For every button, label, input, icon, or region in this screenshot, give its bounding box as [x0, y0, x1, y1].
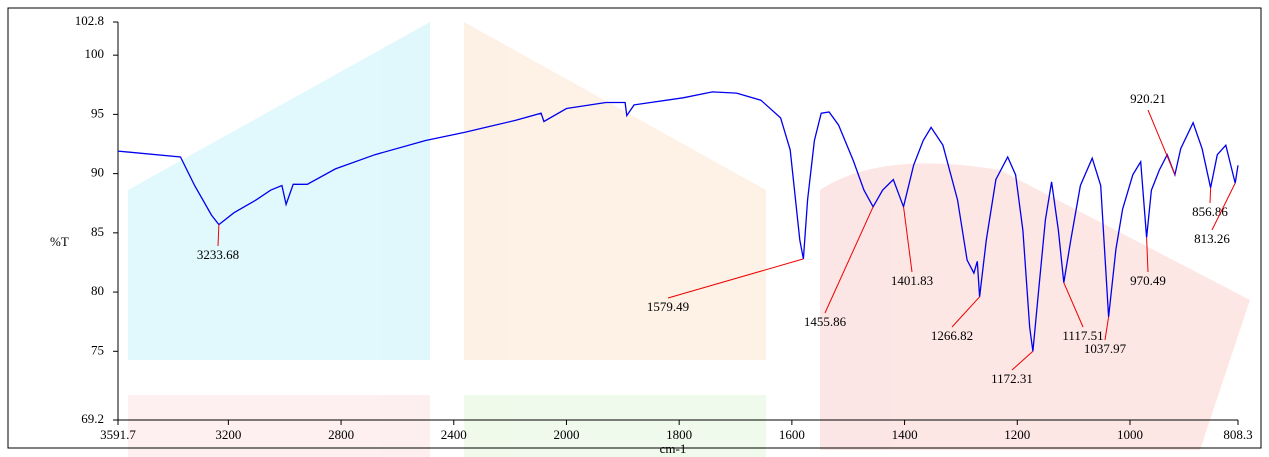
y-tick-label: 100 — [85, 46, 105, 61]
y-tick-label: 95 — [91, 105, 104, 120]
x-tick-label: 3591.7 — [100, 427, 136, 442]
y-tick-label: 90 — [91, 165, 104, 180]
x-tick-label: 2000 — [553, 427, 579, 442]
y-tick-label: 69.2 — [81, 411, 104, 426]
annotation-label: 1266.82 — [931, 328, 973, 343]
annotation-leader — [667, 258, 804, 299]
y-tick-label: 102.8 — [75, 13, 104, 28]
x-tick-label: 2400 — [441, 427, 467, 442]
annotation-label: 1579.49 — [647, 299, 689, 314]
annotation-leader — [1063, 282, 1084, 328]
y-tick-label: 80 — [91, 283, 104, 298]
annotation-label: 856.86 — [1192, 204, 1228, 219]
x-tick-label: 1400 — [892, 427, 918, 442]
x-tick-label: 808.3 — [1223, 427, 1252, 442]
annotation-leader — [1011, 350, 1034, 371]
frame — [7, 7, 1262, 449]
y-tick-label: 75 — [91, 342, 104, 357]
annotation-leader — [903, 206, 913, 273]
y-axis-label: %T — [50, 234, 69, 249]
annotation-label: 3233.68 — [197, 247, 239, 262]
annotation-leader — [1209, 187, 1212, 204]
annotation-leader — [1104, 316, 1110, 341]
annotation-label: 1117.51 — [1062, 328, 1103, 343]
x-tick-label: 2800 — [328, 427, 354, 442]
watermark — [128, 22, 1250, 457]
annotation-leader — [1147, 109, 1176, 175]
x-tick-label: 1600 — [779, 427, 805, 442]
annotation-label: 1172.31 — [991, 371, 1033, 386]
annotation-leader — [1146, 237, 1149, 273]
annotation-leader — [824, 206, 874, 314]
annotation-leader — [951, 296, 980, 328]
x-tick-label: 1000 — [1117, 427, 1143, 442]
spectrum-line — [117, 91, 1239, 352]
y-tick-label: 85 — [91, 224, 104, 239]
annotation-label: 1037.97 — [1084, 341, 1127, 356]
x-tick-label: 1800 — [666, 427, 692, 442]
x-axis-label: cm-1 — [660, 441, 687, 456]
annotation-label: 1455.86 — [804, 314, 847, 329]
annotation-label: 920.21 — [1130, 91, 1166, 106]
x-tick-label: 3200 — [215, 427, 241, 442]
annotation-leader — [1211, 182, 1236, 231]
annotation-label: 813.26 — [1194, 231, 1230, 246]
x-tick-label: 1200 — [1004, 427, 1030, 442]
annotation-label: 970.49 — [1130, 273, 1166, 288]
annotation-label: 1401.83 — [891, 273, 933, 288]
annotation-leader — [217, 224, 220, 247]
